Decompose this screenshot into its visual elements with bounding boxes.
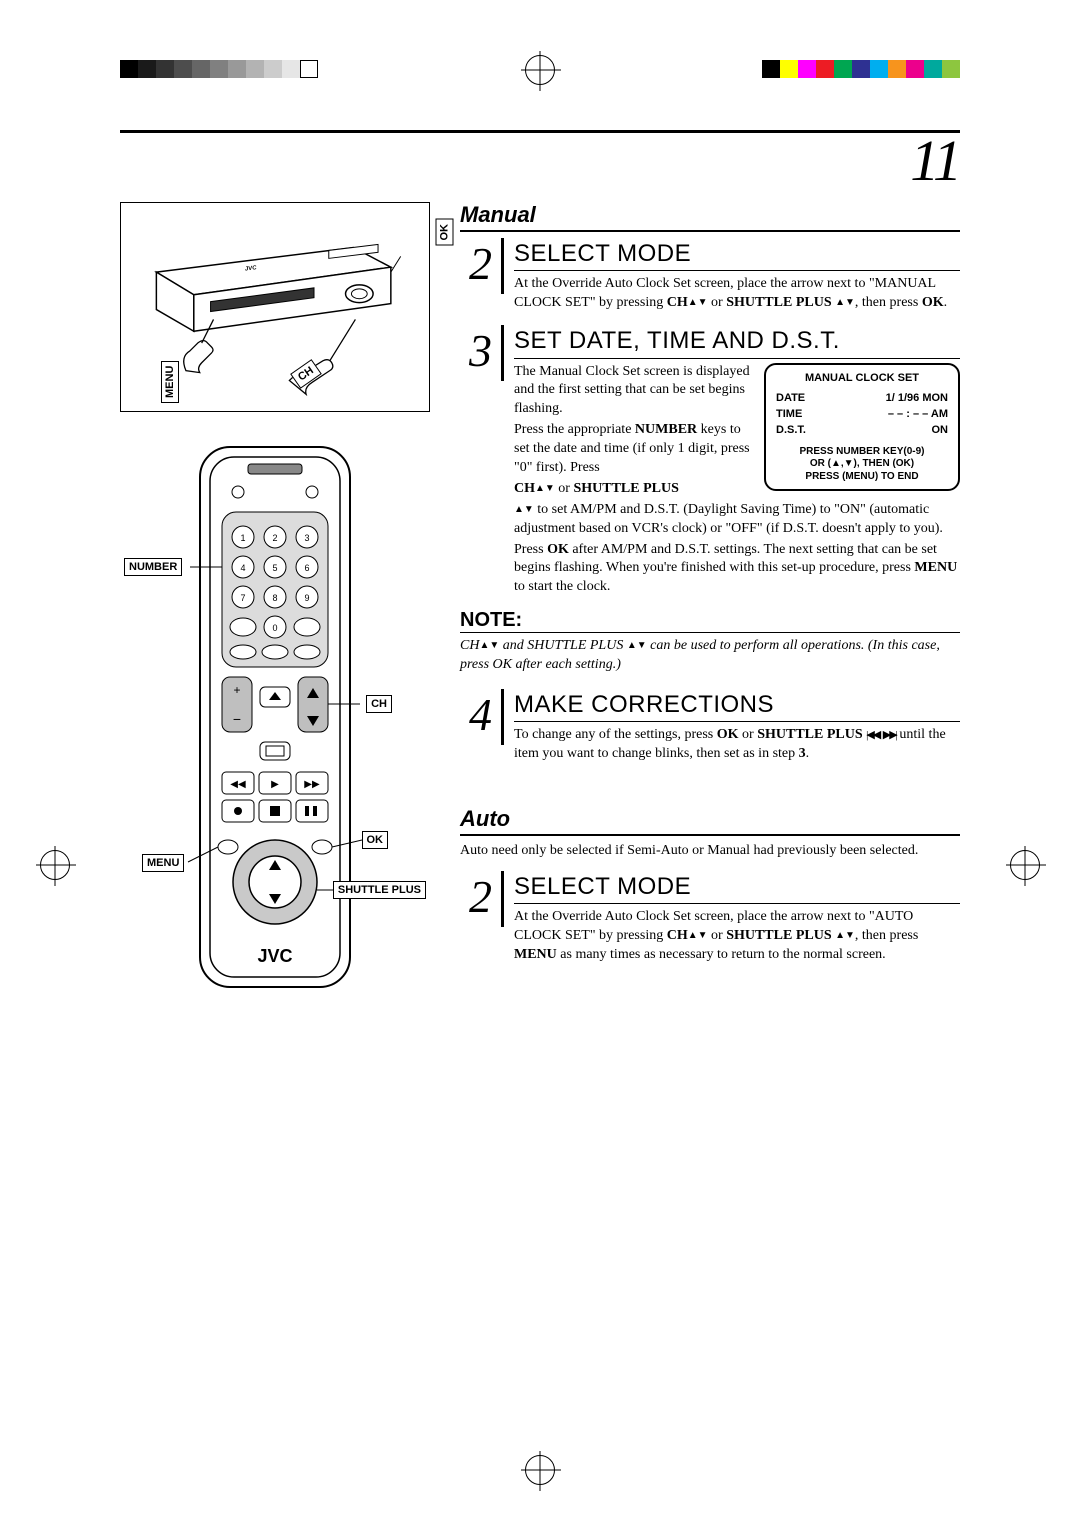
- osd-row: TIME– – : – – AM: [776, 407, 948, 422]
- shuttle-label: SHUTTLE PLUS: [333, 881, 426, 899]
- remote-svg: 1 2 3 4 5 6 7 8 9 0: [160, 442, 390, 1002]
- left-column: JVC OK MENU CH: [120, 202, 430, 1007]
- step-text: Press OK after AM/PM and D.S.T. settings…: [514, 541, 960, 598]
- step-text: To change any of the settings, press OK …: [514, 726, 960, 764]
- auto-rule: [460, 834, 960, 836]
- brand-text: JVC: [257, 946, 292, 966]
- register-mark-left: [40, 850, 70, 880]
- page-number: 11: [120, 127, 960, 194]
- grayscale-strip: [120, 60, 318, 78]
- ok-label: OK: [435, 219, 453, 246]
- note-body: CH▲▼ and SHUTTLE PLUS ▲▼ can be used to …: [460, 637, 960, 675]
- register-mark-right: [1010, 850, 1040, 880]
- manual-heading: Manual: [460, 202, 960, 228]
- ch-label-remote: CH: [366, 695, 392, 713]
- menu-label: MENU: [161, 361, 179, 403]
- page: 11 JVC: [120, 130, 960, 1007]
- svg-text:+: +: [233, 683, 240, 697]
- svg-text:7: 7: [240, 593, 245, 603]
- svg-text:−: −: [233, 711, 241, 727]
- step-title: SELECT MODE: [514, 238, 960, 271]
- step-number: 2: [460, 238, 504, 294]
- svg-text:▶: ▶: [271, 779, 279, 790]
- manual-step-2: 2 SELECT MODE At the Override Auto Clock…: [460, 238, 960, 315]
- step-number: 3: [460, 325, 504, 381]
- color-strip: [762, 60, 960, 78]
- osd-title: MANUAL CLOCK SET: [776, 371, 948, 386]
- svg-text:4: 4: [240, 563, 245, 573]
- right-column: Manual 2 SELECT MODE At the Override Aut…: [460, 202, 960, 1007]
- auto-step-2: 2 SELECT MODE At the Override Auto Clock…: [460, 871, 960, 967]
- auto-intro: Auto need only be selected if Semi-Auto …: [460, 842, 960, 861]
- menu-label-remote: MENU: [142, 854, 184, 872]
- step-title: SET DATE, TIME AND D.S.T.: [514, 325, 960, 358]
- svg-text:6: 6: [304, 563, 309, 573]
- svg-text:0: 0: [272, 623, 277, 633]
- svg-text:9: 9: [304, 593, 309, 603]
- number-label: NUMBER: [124, 558, 182, 576]
- ok-label-remote: OK: [362, 831, 389, 849]
- osd-row: D.S.T.ON: [776, 423, 948, 438]
- svg-text:3: 3: [304, 533, 309, 543]
- step-text: ▲▼ to set AM/PM and D.S.T. (Daylight Sav…: [514, 501, 960, 539]
- step-number: 2: [460, 871, 504, 927]
- step-text: At the Override Auto Clock Set screen, p…: [514, 275, 960, 313]
- auto-heading: Auto: [460, 806, 960, 832]
- svg-text:5: 5: [272, 563, 277, 573]
- step-text: At the Override Auto Clock Set screen, p…: [514, 908, 960, 965]
- step-number: 4: [460, 689, 504, 745]
- svg-text:◀◀: ◀◀: [230, 779, 246, 790]
- svg-text:2: 2: [272, 533, 277, 543]
- step-title: MAKE CORRECTIONS: [514, 689, 960, 722]
- svg-text:8: 8: [272, 593, 277, 603]
- osd-footer: PRESS NUMBER KEY(0-9) OR (▲,▼), THEN (OK…: [776, 446, 948, 484]
- svg-text:1: 1: [240, 533, 245, 543]
- manual-step-4: 4 MAKE CORRECTIONS To change any of the …: [460, 689, 960, 766]
- osd-row: DATE1/ 1/96 MON: [776, 391, 948, 406]
- note-heading: NOTE:: [460, 609, 960, 633]
- svg-text:▶▶: ▶▶: [304, 779, 320, 790]
- osd-manual-clock-set: MANUAL CLOCK SET DATE1/ 1/96 MON TIME– –…: [764, 363, 960, 492]
- vcr-illustration: JVC OK MENU CH: [120, 202, 430, 412]
- manual-step-3: 3 SET DATE, TIME AND D.S.T. MANUAL CLOCK…: [460, 325, 960, 599]
- step-title: SELECT MODE: [514, 871, 960, 904]
- register-mark-bottom: [525, 1455, 555, 1485]
- manual-rule: [460, 230, 960, 232]
- register-mark-top: [525, 55, 555, 85]
- remote-illustration: 1 2 3 4 5 6 7 8 9 0: [160, 442, 390, 1007]
